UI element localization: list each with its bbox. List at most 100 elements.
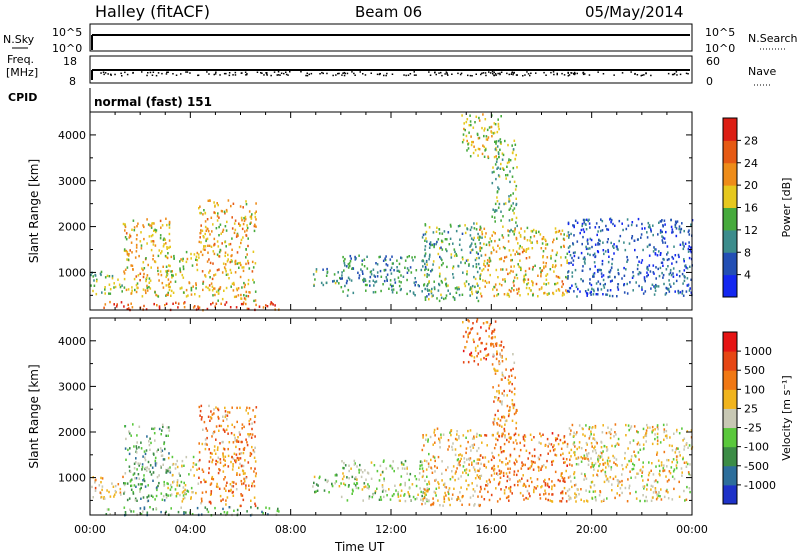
heatmap-cell [495, 155, 497, 158]
heatmap-cell [242, 302, 245, 306]
heatmap-cell [150, 494, 153, 497]
heatmap-cell [201, 491, 204, 494]
heatmap-cell [479, 242, 482, 245]
heatmap-cell [424, 262, 426, 266]
heatmap-cell [516, 460, 518, 463]
heatmap-cell [425, 490, 428, 493]
heatmap-cell [474, 477, 477, 480]
heatmap-cell [621, 483, 623, 487]
heatmap-cell [581, 242, 583, 246]
heatmap-cell [149, 448, 151, 451]
heatmap-cell [333, 273, 336, 276]
heatmap-cell [165, 496, 168, 499]
heatmap-cell [370, 273, 373, 276]
heatmap-cell [195, 287, 197, 290]
heatmap-cell [480, 434, 482, 437]
heatmap-cell [496, 157, 498, 161]
nave-point [343, 74, 346, 77]
heatmap-cell [364, 279, 367, 282]
heatmap-cell [214, 293, 216, 297]
heatmap-cell [204, 245, 207, 248]
heatmap-cell [672, 470, 675, 473]
heatmap-cell [452, 242, 454, 245]
heatmap-cell [491, 234, 493, 237]
heatmap-cell [364, 469, 366, 472]
heatmap-cell [168, 239, 171, 242]
nave-point [335, 74, 337, 76]
heatmap-cell [360, 268, 362, 271]
colorbar-segment [723, 140, 737, 164]
heatmap-cell [248, 433, 251, 436]
y-tick-label: 4000 [58, 335, 86, 348]
heatmap-cell [452, 265, 455, 268]
heatmap-cell [392, 284, 394, 288]
heatmap-cell [145, 449, 148, 452]
heatmap-cell [500, 488, 502, 491]
heatmap-cell [593, 447, 595, 450]
heatmap-cell [248, 267, 251, 270]
heatmap-cell [111, 482, 113, 485]
heatmap-cell [568, 451, 571, 454]
heatmap-cell [403, 493, 406, 496]
heatmap-cell [162, 286, 165, 289]
heatmap-cell [562, 441, 564, 445]
heatmap-cell [239, 462, 241, 466]
heatmap-cell [485, 358, 487, 361]
heatmap-cell [180, 258, 182, 261]
heatmap-cell [208, 284, 211, 287]
heatmap-cell [681, 222, 683, 225]
heatmap-cell [467, 258, 469, 262]
heatmap-cell [168, 246, 170, 249]
nave-point [480, 73, 482, 76]
heatmap-cell [515, 203, 517, 207]
heatmap-cell [485, 232, 487, 235]
heatmap-cell [443, 297, 445, 301]
heatmap-cell [421, 448, 424, 452]
heatmap-cell [660, 261, 663, 264]
heatmap-cell [589, 291, 592, 295]
heatmap-cell [224, 406, 226, 410]
heatmap-cell [261, 510, 263, 514]
heatmap-cell [244, 215, 247, 219]
heatmap-cell [456, 433, 458, 436]
heatmap-cell [540, 468, 542, 471]
heatmap-cell [252, 278, 254, 282]
heatmap-cell [217, 299, 219, 302]
heatmap-cell [515, 250, 518, 253]
heatmap-cell [553, 444, 555, 447]
heatmap-cell [452, 276, 455, 279]
heatmap-cell [426, 295, 428, 298]
heatmap-cell [462, 349, 465, 353]
heatmap-cell [331, 484, 334, 488]
heatmap-cell [253, 470, 255, 473]
heatmap-cell [568, 427, 571, 430]
heatmap-cell [551, 485, 553, 488]
heatmap-cell [343, 467, 345, 470]
heatmap-cell [485, 347, 487, 350]
heatmap-cell [149, 279, 152, 282]
heatmap-cell [561, 294, 564, 297]
heatmap-cell [230, 460, 232, 464]
heatmap-cell [247, 282, 250, 286]
heatmap-cell [253, 299, 255, 303]
colorbar-segment [723, 484, 737, 505]
heatmap-cell [675, 234, 678, 238]
nave-point [446, 73, 448, 75]
heatmap-cell [445, 284, 448, 288]
heatmap-cell [488, 241, 490, 244]
heatmap-cell [500, 344, 502, 347]
heatmap-cell [524, 463, 526, 467]
heatmap-cell [164, 304, 166, 307]
heatmap-cell [562, 244, 565, 248]
heatmap-cell [242, 301, 245, 304]
heatmap-cell [157, 269, 159, 273]
heatmap-cell [578, 441, 581, 444]
heatmap-cell [678, 270, 681, 273]
heatmap-cell [499, 446, 502, 449]
heatmap-cell [119, 491, 122, 494]
heatmap-cell [590, 486, 592, 489]
heatmap-cell [664, 434, 667, 438]
heatmap-cell [170, 485, 173, 489]
heatmap-cell [656, 496, 659, 499]
heatmap-cell [208, 258, 210, 261]
